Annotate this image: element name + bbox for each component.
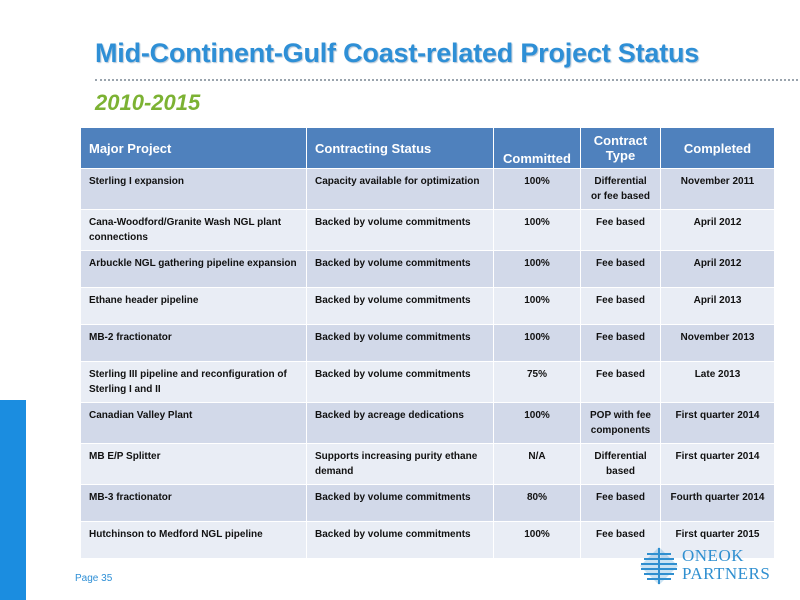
- cell-project: Cana-Woodford/Granite Wash NGL plant con…: [80, 209, 307, 251]
- cell-contract-type: Fee based: [580, 209, 661, 251]
- cell-project: MB-2 fractionator: [80, 324, 307, 362]
- cell-contract-type: Fee based: [580, 361, 661, 403]
- table-row: Canadian Valley Plant Backed by acreage …: [80, 402, 775, 444]
- cell-contracting: Backed by volume commitments: [306, 287, 494, 325]
- cell-project: Canadian Valley Plant: [80, 402, 307, 444]
- cell-completed: November 2011: [660, 168, 775, 210]
- cell-completed: Fourth quarter 2014: [660, 484, 775, 522]
- header-completed: Completed: [660, 127, 775, 169]
- cell-contracting: Backed by acreage dedications: [306, 402, 494, 444]
- oneok-logo-icon: [640, 547, 678, 585]
- cell-contract-type: Fee based: [580, 250, 661, 288]
- cell-committed: 100%: [493, 168, 581, 210]
- cell-project: Ethane header pipeline: [80, 287, 307, 325]
- cell-completed: November 2013: [660, 324, 775, 362]
- table-row: Sterling I expansion Capacity available …: [80, 168, 775, 210]
- table-row: Arbuckle NGL gathering pipeline expansio…: [80, 250, 775, 288]
- header-major-project: Major Project: [80, 127, 307, 169]
- cell-project: Sterling III pipeline and reconfiguratio…: [80, 361, 307, 403]
- page-subtitle: 2010-2015: [95, 90, 201, 115]
- header-committed: Committed: [493, 127, 581, 169]
- cell-committed: 100%: [493, 324, 581, 362]
- cell-contracting: Backed by volume commitments: [306, 361, 494, 403]
- cell-committed: 100%: [493, 250, 581, 288]
- cell-contract-type: Fee based: [580, 324, 661, 362]
- title-divider: [95, 79, 798, 81]
- cell-completed: April 2012: [660, 250, 775, 288]
- cell-contracting: Backed by volume commitments: [306, 209, 494, 251]
- cell-contracting: Capacity available for optimization: [306, 168, 494, 210]
- cell-contracting: Backed by volume commitments: [306, 521, 494, 559]
- cell-project: Arbuckle NGL gathering pipeline expansio…: [80, 250, 307, 288]
- cell-committed: 100%: [493, 209, 581, 251]
- table-row: Ethane header pipeline Backed by volume …: [80, 287, 775, 325]
- cell-project: Sterling I expansion: [80, 168, 307, 210]
- cell-committed: 100%: [493, 402, 581, 444]
- table-header-row: Major Project Contracting Status Committ…: [80, 127, 775, 169]
- cell-contract-type: Fee based: [580, 484, 661, 522]
- cell-contract-type: Fee based: [580, 521, 661, 559]
- cell-contracting: Backed by volume commitments: [306, 484, 494, 522]
- cell-committed: 75%: [493, 361, 581, 403]
- cell-contract-type: Fee based: [580, 287, 661, 325]
- logo-text-partners: PARTNERS: [682, 564, 771, 583]
- page-title: Mid-Continent-Gulf Coast-related Project…: [95, 38, 700, 68]
- table-row: MB-3 fractionator Backed by volume commi…: [80, 484, 775, 522]
- cell-committed: 80%: [493, 484, 581, 522]
- cell-committed: 100%: [493, 521, 581, 559]
- oneok-partners-logo: ONEOK PARTNERS: [638, 543, 778, 588]
- left-accent-bar: [0, 400, 26, 600]
- cell-contract-type: Differential based: [580, 443, 661, 485]
- cell-contracting: Backed by volume commitments: [306, 324, 494, 362]
- cell-completed: First quarter 2014: [660, 402, 775, 444]
- cell-project: MB-3 fractionator: [80, 484, 307, 522]
- table-row: Cana-Woodford/Granite Wash NGL plant con…: [80, 209, 775, 251]
- cell-project: MB E/P Splitter: [80, 443, 307, 485]
- cell-completed: First quarter 2015: [660, 521, 775, 559]
- project-status-table: Major Project Contracting Status Committ…: [80, 127, 775, 559]
- cell-committed: 100%: [493, 287, 581, 325]
- cell-committed: N/A: [493, 443, 581, 485]
- table-row: Hutchinson to Medford NGL pipeline Backe…: [80, 521, 775, 559]
- logo-text-oneok: ONEOK: [682, 546, 744, 565]
- cell-completed: Late 2013: [660, 361, 775, 403]
- header-contracting-status: Contracting Status: [306, 127, 494, 169]
- table-row: MB-2 fractionator Backed by volume commi…: [80, 324, 775, 362]
- cell-contracting: Supports increasing purity ethane demand: [306, 443, 494, 485]
- table-row: Sterling III pipeline and reconfiguratio…: [80, 361, 775, 403]
- cell-completed: April 2013: [660, 287, 775, 325]
- table-row: MB E/P Splitter Supports increasing puri…: [80, 443, 775, 485]
- cell-contracting: Backed by volume commitments: [306, 250, 494, 288]
- cell-contract-type: Differential or fee based: [580, 168, 661, 210]
- page-number: Page 35: [75, 573, 113, 584]
- cell-project: Hutchinson to Medford NGL pipeline: [80, 521, 307, 559]
- cell-completed: First quarter 2014: [660, 443, 775, 485]
- cell-completed: April 2012: [660, 209, 775, 251]
- header-contract-type: Contract Type: [580, 127, 661, 169]
- cell-contract-type: POP with fee components: [580, 402, 661, 444]
